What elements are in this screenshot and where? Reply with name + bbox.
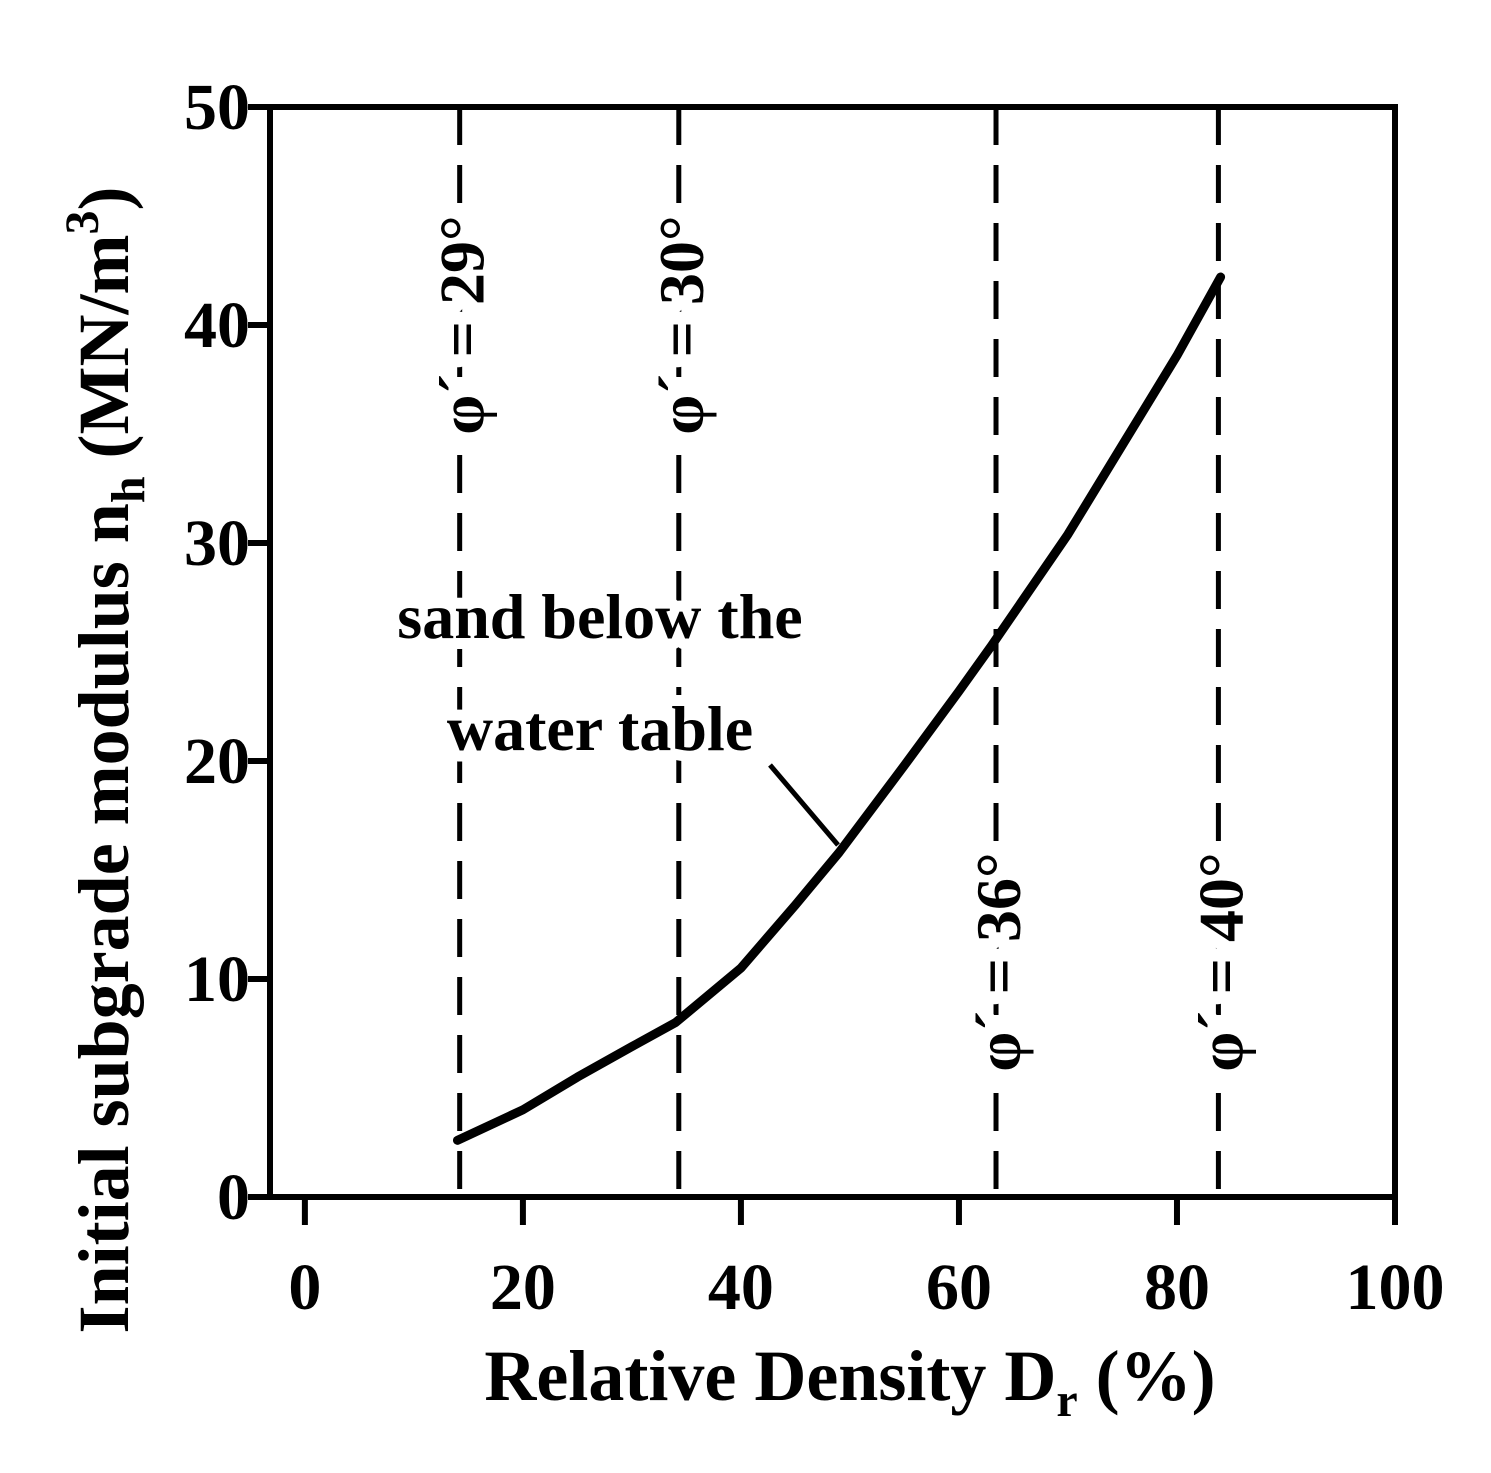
plot-frame (267, 104, 1398, 1200)
x-tick-label: 0 (288, 1251, 321, 1324)
x-tick-label: 80 (1144, 1251, 1210, 1324)
y-tick-label: 50 (184, 71, 250, 144)
x-tick-label: 20 (490, 1251, 556, 1324)
annotation: sand below the (397, 581, 802, 652)
y-tick-label: 20 (184, 725, 250, 798)
y-tick-label: 40 (184, 289, 250, 362)
y-tick-label: 10 (184, 943, 250, 1016)
curve (453, 272, 1226, 1145)
x-tick-label: 40 (708, 1251, 774, 1324)
x-tick-label: 100 (1346, 1251, 1445, 1324)
x-axis-label: Relative Density Dr (%) (484, 1336, 1215, 1427)
reference-label: φ´ = 30° (646, 215, 717, 434)
annotation-leader (768, 763, 840, 847)
x-tick-label: 60 (926, 1251, 992, 1324)
annotation: water table (447, 693, 753, 764)
reference-label: φ´ = 40° (1185, 852, 1256, 1071)
y-tick-label: 30 (184, 507, 250, 580)
y-tick-label: 0 (217, 1161, 250, 1234)
reference-label: φ´ = 29° (427, 215, 498, 434)
reference-label: φ´ = 36° (963, 852, 1034, 1071)
y-axis-label: Initial subgrade modulus nh (MN/m3) (56, 187, 155, 1334)
